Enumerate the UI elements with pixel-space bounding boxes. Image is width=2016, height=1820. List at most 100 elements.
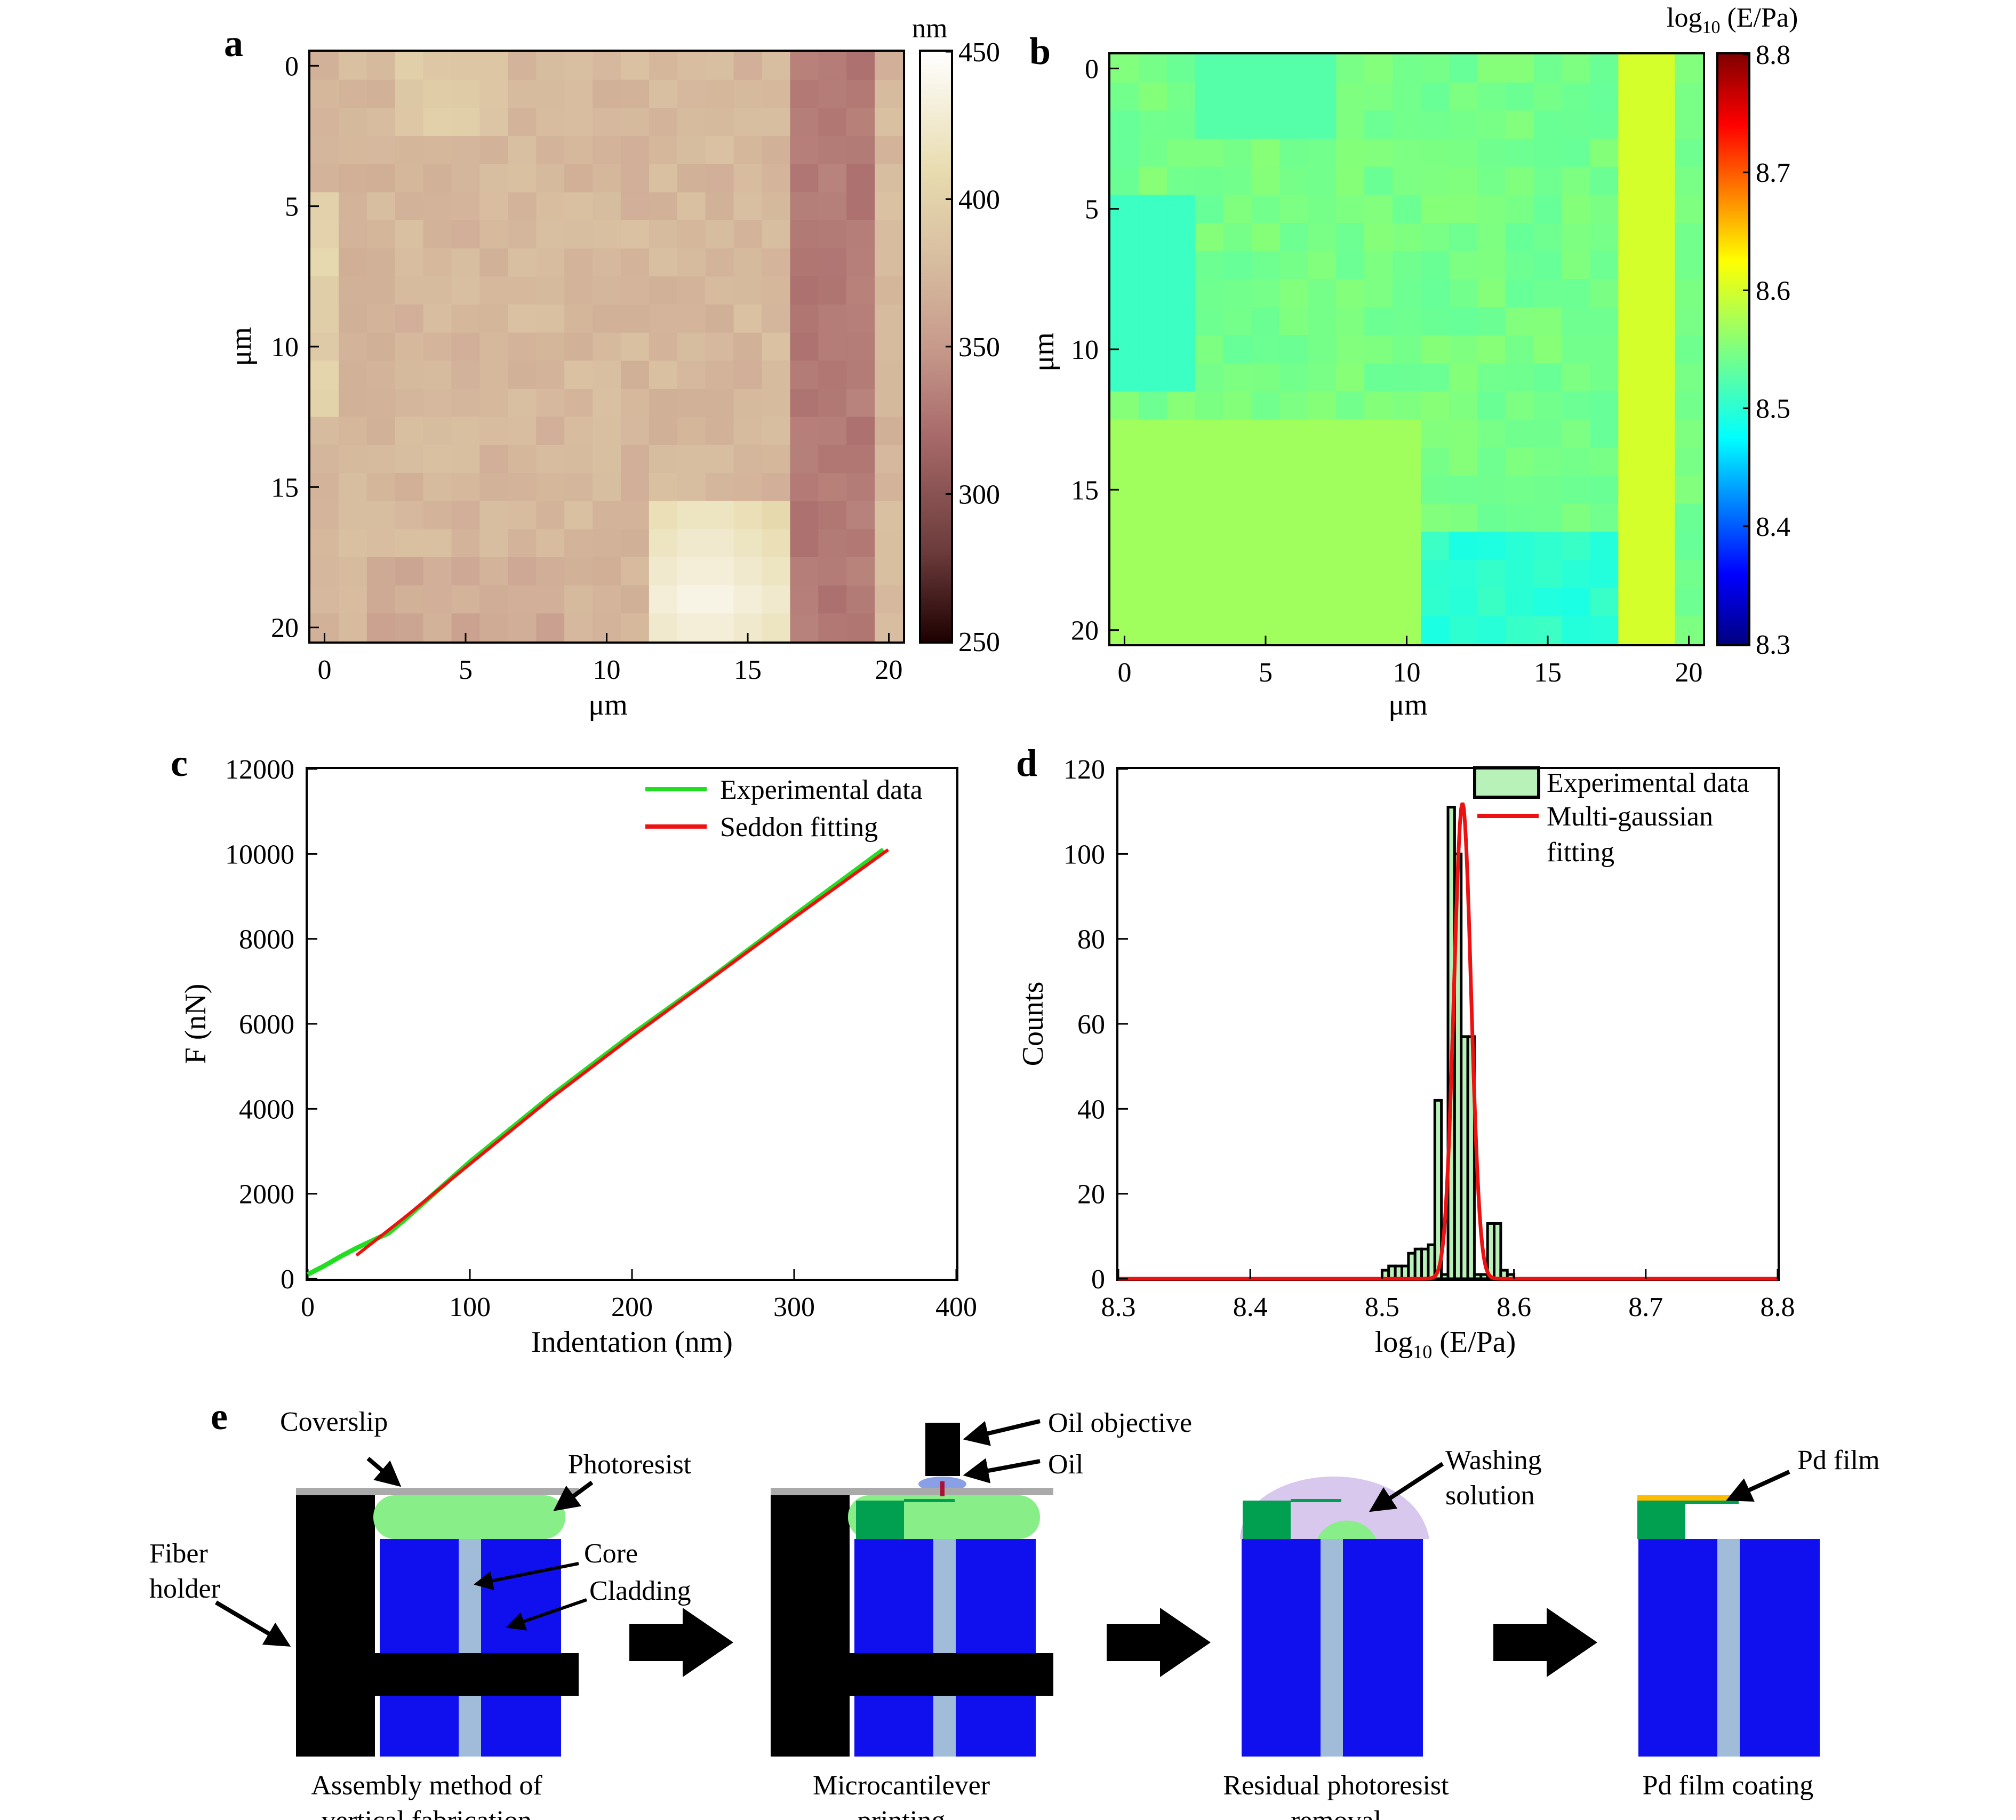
heatmap-cell (846, 164, 875, 193)
heatmap-cell (1364, 82, 1393, 111)
heatmap-cell (1138, 476, 1167, 504)
heatmap-cell (310, 389, 339, 418)
heatmap-cell (310, 136, 339, 165)
heatmap-cell (649, 52, 678, 81)
heatmap-cell (1166, 391, 1196, 420)
heatmap-cell (1533, 391, 1563, 420)
heatmap-cell (1477, 307, 1506, 336)
heatmap-cell (1505, 560, 1534, 589)
heatmap-cell (620, 445, 650, 474)
heatmap-cell (423, 192, 452, 221)
heatmap-cell (338, 164, 367, 193)
heatmap-cell (620, 304, 650, 333)
heatmap-cell (846, 445, 875, 474)
heatmap-cell (1223, 223, 1252, 252)
heatmap-cell (395, 276, 424, 305)
heatmap-cell (1590, 503, 1619, 533)
heatmap-cell (508, 108, 537, 137)
heatmap-cell (705, 416, 734, 446)
heatmap-cell (1477, 335, 1506, 364)
heatmap-cell (1336, 54, 1365, 83)
heatmap-cell (1477, 560, 1506, 589)
heatmap-cell (1505, 195, 1534, 223)
heatmap-cell (1646, 391, 1675, 420)
heatmap-cell (366, 445, 396, 474)
chart-d-xticks: 8.3 8.4 8.5 8.6 8.7 8.8 (1101, 1269, 1795, 1322)
heatmap-cell (1195, 391, 1224, 420)
heatmap-cell (1646, 279, 1675, 308)
heatmap-cell (1533, 279, 1563, 308)
heatmap-cell (762, 416, 791, 446)
x-tick-label: 0 (317, 655, 331, 685)
heatmap-cell (649, 445, 678, 474)
heatmap-cell (733, 501, 763, 530)
heatmap-cell (1308, 503, 1337, 533)
heatmap-cell (790, 501, 819, 530)
heatmap-cell (1308, 110, 1337, 139)
heatmap-cell (677, 613, 706, 642)
heatmap-cell (733, 52, 763, 81)
heatmap-cell (366, 79, 396, 109)
heatmap-cell (1166, 307, 1196, 336)
heatmap-cell (1393, 223, 1421, 252)
heatmap-cell (593, 108, 621, 137)
heatmap-cell (733, 136, 763, 165)
colorbar-a-ticks: 450 400 350 300 250 (946, 37, 1000, 658)
heatmap-cell (1675, 195, 1703, 223)
heatmap-cell (1336, 363, 1365, 392)
heatmap-cell (395, 304, 424, 333)
heatmap-cell (451, 332, 481, 362)
fiber-core-2 (933, 1539, 956, 1757)
heatmap-cell (1420, 391, 1450, 420)
heatmap-cell (1533, 223, 1563, 252)
cantilever-base-3 (1243, 1501, 1291, 1539)
heatmap-cell (790, 192, 819, 221)
process-arrow-3 (1493, 1608, 1597, 1677)
heatmap-cell (1166, 363, 1196, 392)
heatmap-cell (620, 501, 650, 530)
heatmap-cell (1138, 560, 1167, 589)
heatmap-cell (790, 220, 819, 249)
heatmap-cell (1505, 532, 1534, 560)
heatmap-cell (593, 416, 621, 446)
heatmap-cell (1336, 503, 1365, 533)
x-tick-label: 10 (1393, 658, 1421, 688)
heatmap-cell (593, 529, 621, 558)
heatmap-cell (762, 304, 791, 333)
heatmap-cell (1138, 419, 1167, 448)
heatmap-a-ylabel: μm (225, 327, 258, 366)
heatmap-cell (1449, 588, 1478, 617)
schematic-step-4: Pd film Pd film coating (1637, 1445, 1880, 1801)
heatmap-cell (1223, 139, 1252, 167)
heatmap-cell (423, 360, 452, 389)
series-seddon-fit-line (355, 848, 890, 1257)
heatmap-cell (310, 445, 339, 474)
heatmap-cell (1562, 223, 1591, 252)
colorbar-tick-label: 300 (958, 480, 1000, 510)
heatmap-cell (1449, 447, 1478, 476)
heatmap-cell (705, 501, 734, 530)
heatmap-cell (818, 445, 847, 474)
heatmap-cell (1477, 251, 1506, 280)
heatmap-cell (846, 613, 875, 642)
heatmap-cell (1166, 616, 1196, 645)
heatmap-cell (677, 248, 706, 277)
label-oil-objective: Oil objective (1048, 1408, 1192, 1438)
heatmap-cell (1477, 616, 1506, 645)
heatmap-cell (790, 557, 819, 586)
heatmap-cell (338, 332, 367, 362)
heatmap-cell (875, 332, 903, 362)
heatmap-cell (536, 248, 565, 277)
heatmap-cell (1675, 251, 1703, 280)
heatmap-cell (1533, 503, 1563, 533)
heatmap-cell (1138, 363, 1167, 392)
caption-step-2-line-1: Microcantilever (813, 1770, 990, 1801)
heatmap-cell (762, 389, 791, 418)
heatmap-cell (1251, 166, 1281, 196)
heatmap-cell (1251, 588, 1281, 617)
panel-label-e: e (211, 1395, 228, 1438)
heatmap-cell (1533, 139, 1563, 167)
heatmap-cell (1336, 560, 1365, 589)
heatmap-cell (1336, 251, 1365, 280)
x-tick-label: 10 (593, 655, 621, 685)
